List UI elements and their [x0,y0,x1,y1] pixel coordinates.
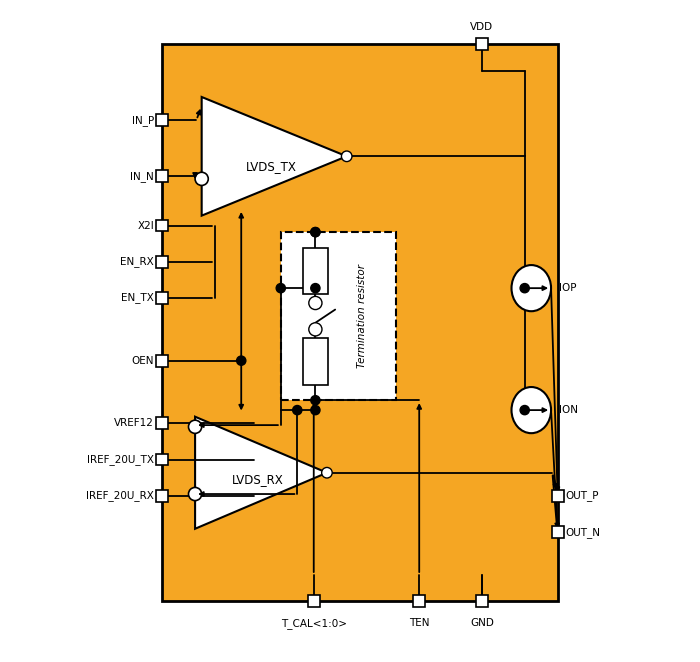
Circle shape [311,228,320,237]
Circle shape [309,297,322,310]
Bar [476,595,488,607]
Bar [156,453,168,465]
Circle shape [311,406,320,414]
Text: IN_P: IN_P [132,115,154,126]
Circle shape [520,283,529,293]
Bar [156,256,168,267]
Bar [156,355,168,367]
Circle shape [188,420,202,434]
Bar [156,417,168,429]
Circle shape [311,283,320,293]
Bar [552,526,564,538]
Text: OUT_P: OUT_P [566,491,599,501]
Text: LVDS_RX: LVDS_RX [232,473,284,486]
Bar [156,220,168,232]
Bar [476,38,488,50]
Bar [281,232,396,401]
Text: VDD: VDD [470,23,494,32]
Bar [156,490,168,502]
Circle shape [322,467,332,478]
Text: X2I: X2I [137,220,154,230]
Circle shape [311,396,320,405]
Text: IREF_20U_TX: IREF_20U_TX [88,454,154,465]
Ellipse shape [512,265,551,311]
Circle shape [293,406,302,414]
Text: LVDS_TX: LVDS_TX [246,160,296,173]
Text: OEN: OEN [132,355,154,365]
Circle shape [309,323,322,336]
Bar [303,338,328,385]
Circle shape [520,406,529,414]
Text: GND: GND [470,618,494,628]
Polygon shape [195,416,327,529]
Text: EN_RX: EN_RX [120,256,154,267]
Bar [156,114,168,126]
Bar [162,44,558,601]
Text: EN_TX: EN_TX [121,293,154,303]
Bar [308,595,320,607]
Text: ION: ION [559,405,578,415]
Bar [552,490,564,502]
Circle shape [311,228,320,237]
Circle shape [195,172,209,185]
Bar [156,292,168,304]
Bar [156,170,168,182]
Bar [303,248,328,294]
Text: IN_N: IN_N [130,171,154,181]
Circle shape [276,283,286,293]
Circle shape [237,356,246,365]
Text: OUT_N: OUT_N [566,526,601,538]
Text: IREF_20U_RX: IREF_20U_RX [86,491,154,501]
Text: IOP: IOP [559,283,577,293]
Bar [413,595,425,607]
Ellipse shape [512,387,551,433]
Circle shape [342,151,352,162]
Text: T_CAL<1:0>: T_CAL<1:0> [281,618,346,629]
Text: VREF12: VREF12 [114,418,154,428]
Polygon shape [202,97,346,216]
Circle shape [188,487,202,500]
Text: Termination resistor: Termination resistor [356,264,367,368]
Text: TEN: TEN [409,618,430,628]
